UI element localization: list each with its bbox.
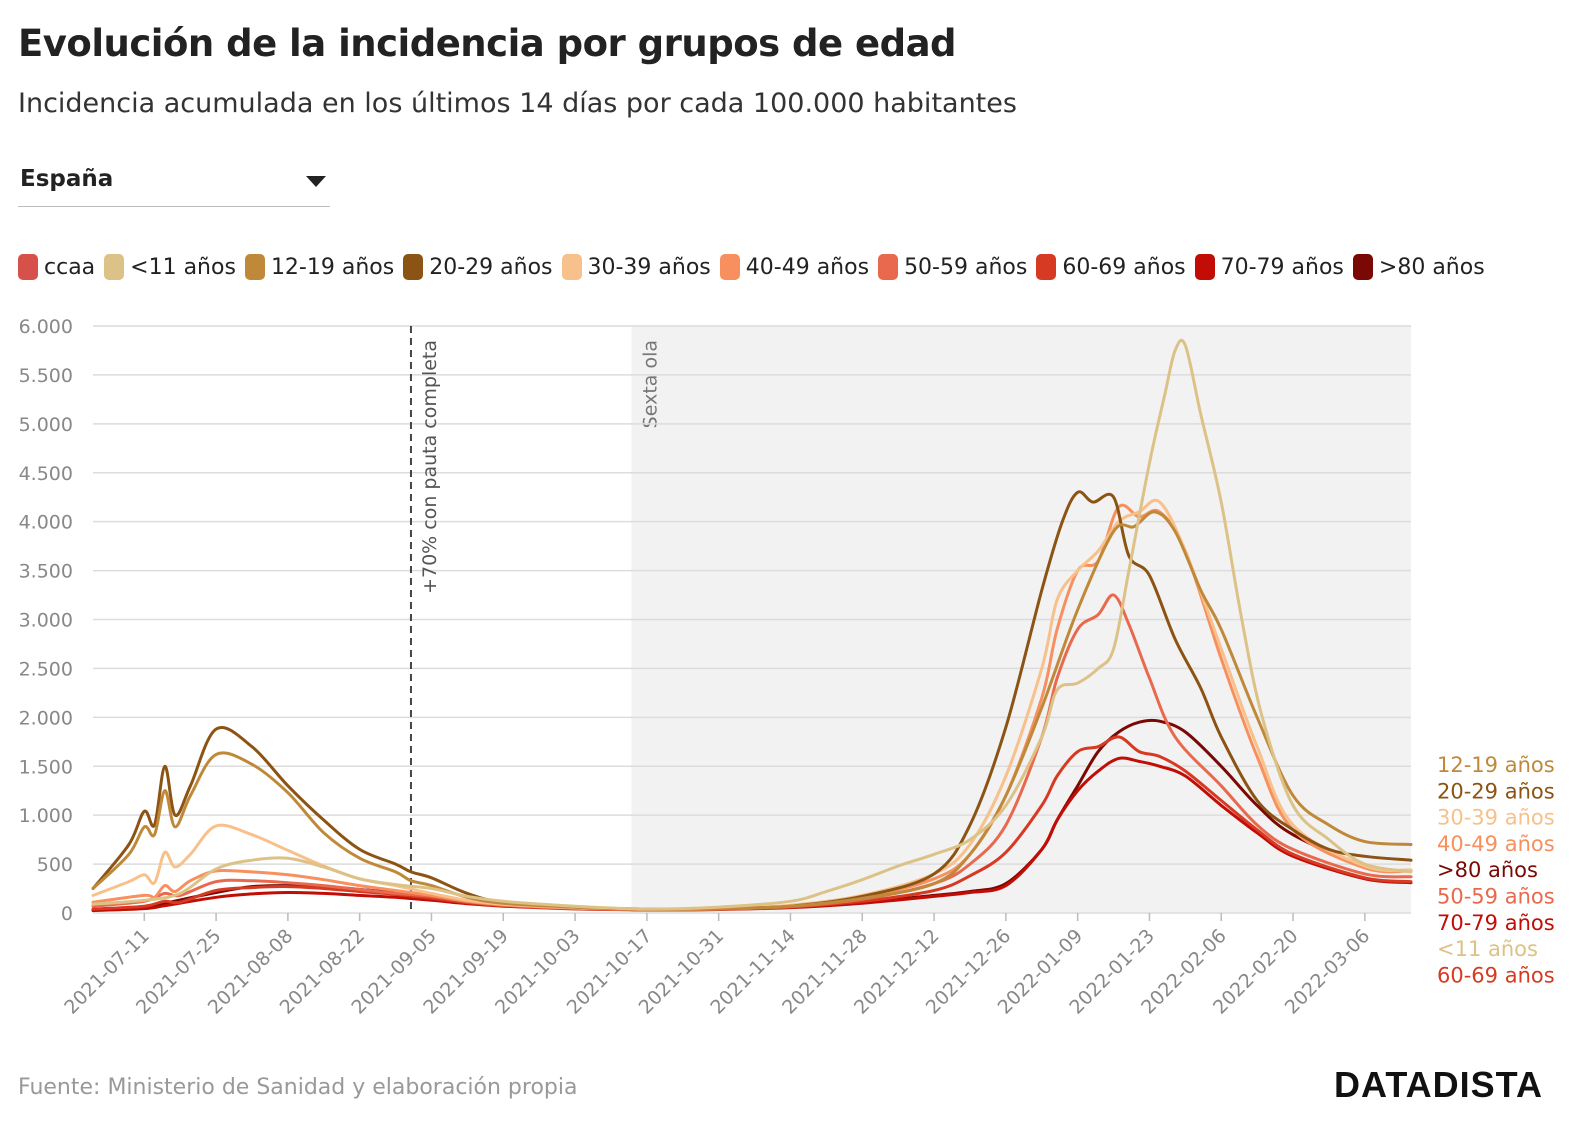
legend-item[interactable]: ccaa xyxy=(18,254,95,280)
legend-swatch xyxy=(104,254,125,280)
line-chart: Sexta ola 0 500 1.000 1.500 2.000 2.500 3.000 3.… xyxy=(19,316,1555,1019)
legend-item[interactable]: 50-59 años xyxy=(878,254,1027,280)
y-tick-label: 0 xyxy=(61,903,73,925)
source-note: Fuente: Ministerio de Sanidad y elaborac… xyxy=(18,1075,578,1100)
legend-item[interactable]: 40-49 años xyxy=(719,254,870,280)
legend-label: 12-19 años xyxy=(270,254,395,280)
legend-label: 40-49 años xyxy=(745,254,870,280)
chevron-down-icon xyxy=(306,176,326,187)
legend: ccaa <11 años 12-19 años 20-29 años 30-39 añ… xyxy=(18,250,1494,284)
legend-item[interactable]: <11 años xyxy=(104,254,236,280)
y-tick-label: 1.000 xyxy=(19,805,73,827)
legend-label: >80 años xyxy=(1378,254,1485,280)
end-label: 30-39 años xyxy=(1437,806,1555,830)
legend-label: 20-29 años xyxy=(429,254,553,280)
y-tick-label: 2.500 xyxy=(19,658,73,680)
legend-swatch xyxy=(403,254,424,280)
legend-swatch xyxy=(1036,254,1057,280)
end-label: 50-59 años xyxy=(1437,885,1555,909)
annotation-label: +70% con pauta completa xyxy=(419,340,441,594)
legend-label: <11 años xyxy=(130,254,236,280)
end-label: >80 años xyxy=(1437,858,1538,882)
y-tick-label: 3.000 xyxy=(19,610,73,632)
shaded-region-label: Sexta ola xyxy=(639,340,661,428)
end-label: 40-49 años xyxy=(1437,832,1555,856)
legend-label: 30-39 años xyxy=(587,254,711,280)
legend-swatch xyxy=(1194,254,1215,280)
y-tick-label: 6.000 xyxy=(19,316,73,338)
series-line xyxy=(91,756,1413,913)
legend-label: ccaa xyxy=(44,254,96,280)
legend-label: 50-59 años xyxy=(904,254,1028,280)
y-tick-label: 4.000 xyxy=(19,512,73,534)
legend-label: 60-69 años xyxy=(1062,254,1186,280)
end-label: 20-29 años xyxy=(1437,779,1555,803)
brand-logo: DATADISTA xyxy=(1334,1064,1543,1105)
legend-swatch xyxy=(719,254,740,280)
legend-swatch xyxy=(1352,254,1373,280)
end-label: <11 años xyxy=(1437,937,1538,961)
y-tick-label: 4.500 xyxy=(19,463,73,485)
end-label: 12-19 años xyxy=(1437,753,1555,777)
legend-swatch xyxy=(244,254,265,280)
series-line xyxy=(91,510,1413,911)
chart-title: Evolución de la incidencia por grupos de… xyxy=(18,22,957,65)
end-label: 70-79 años xyxy=(1437,911,1555,935)
y-tick-label: 5.500 xyxy=(19,365,73,387)
y-tick-label: 5.000 xyxy=(19,414,73,436)
legend-label: 70-79 años xyxy=(1220,254,1344,280)
series-line xyxy=(91,338,1413,911)
end-label: 60-69 años xyxy=(1437,963,1555,987)
legend-item[interactable]: 12-19 años xyxy=(244,254,395,280)
legend-item[interactable]: 20-29 años xyxy=(403,254,553,280)
y-tick-label: 1.500 xyxy=(19,756,73,778)
legend-item[interactable]: 30-39 años xyxy=(561,254,711,280)
legend-item[interactable]: >80 años xyxy=(1352,254,1485,280)
legend-item[interactable]: 70-79 años xyxy=(1194,254,1344,280)
legend-swatch xyxy=(18,254,38,280)
legend-item[interactable]: 60-69 años xyxy=(1036,254,1186,280)
chart-subtitle: Incidencia acumulada en los últimos 14 d… xyxy=(18,88,1017,119)
y-tick-label: 3.500 xyxy=(19,561,73,583)
legend-swatch xyxy=(561,254,582,280)
legend-swatch xyxy=(878,254,899,280)
y-tick-label: 2.000 xyxy=(19,707,73,729)
y-tick-label: 500 xyxy=(37,854,73,876)
region-selector[interactable]: España xyxy=(18,160,330,207)
region-selector-value: España xyxy=(20,166,114,192)
